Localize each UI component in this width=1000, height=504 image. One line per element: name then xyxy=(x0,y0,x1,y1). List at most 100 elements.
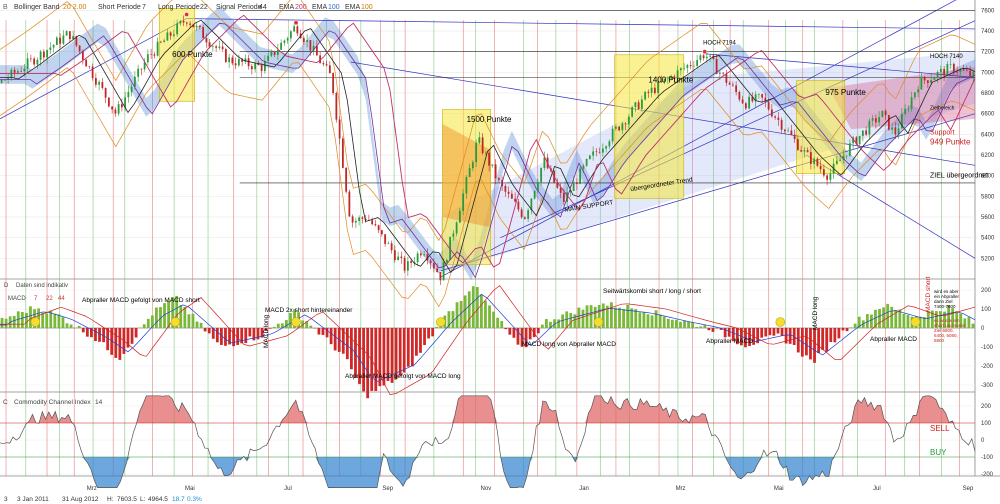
candle-body xyxy=(234,63,237,66)
macd-bar xyxy=(252,328,256,341)
macd-bar xyxy=(248,328,252,337)
candle-body xyxy=(712,55,715,60)
candle-body xyxy=(250,66,253,70)
macd-bar xyxy=(512,328,516,338)
annotation-line: short und somit xyxy=(934,323,966,328)
macd-bar xyxy=(179,305,183,328)
signal-value: 44 xyxy=(259,4,267,11)
candle-body xyxy=(364,218,367,221)
candle-body xyxy=(52,44,55,48)
candle-body xyxy=(601,148,604,153)
price-annotation: 949 Punkte xyxy=(930,138,971,147)
macd-param-1: 7 xyxy=(34,296,38,302)
macd-bar xyxy=(870,314,873,328)
candle-body xyxy=(351,216,354,223)
macd-bar xyxy=(358,328,361,385)
macd-bar xyxy=(715,328,719,329)
candle-body xyxy=(13,69,16,73)
macd-bar xyxy=(215,328,219,343)
ema2-label: EMA xyxy=(312,4,328,11)
macd-bar xyxy=(289,313,292,328)
candle-body xyxy=(436,268,439,273)
macd-bar xyxy=(386,328,390,381)
candle-body xyxy=(325,64,328,66)
ema2-value: 100 xyxy=(328,4,340,11)
status-high-label: H: xyxy=(107,496,114,503)
candle-body xyxy=(722,72,725,74)
candle-body xyxy=(273,51,276,55)
candle-body xyxy=(598,152,601,153)
macd-bar xyxy=(496,317,500,328)
macd-bar xyxy=(577,307,581,328)
macd-bar xyxy=(565,311,569,328)
macd-bar xyxy=(471,286,475,328)
candle-body xyxy=(783,129,786,132)
macd-bar xyxy=(150,315,154,328)
trend-line xyxy=(186,18,976,30)
macd-bar xyxy=(305,321,309,328)
candle-body xyxy=(497,178,500,180)
macd-bar xyxy=(788,328,792,344)
candle-body xyxy=(72,36,75,40)
candle-body xyxy=(540,167,543,183)
candle-body xyxy=(390,243,393,251)
candle-body xyxy=(777,117,780,120)
macd-bar xyxy=(821,328,825,350)
macd-bar xyxy=(390,328,394,383)
annotation-box xyxy=(614,54,685,199)
macd-bar xyxy=(805,328,808,356)
macd-bar xyxy=(224,328,227,346)
candle-body xyxy=(211,46,214,47)
x-tick-label: Mai xyxy=(774,486,784,492)
x-tick-label: Jul xyxy=(873,486,881,492)
candle-body xyxy=(878,117,881,123)
annotation-line: 5800 xyxy=(934,338,945,343)
macd-bar xyxy=(142,324,146,328)
macd-bar xyxy=(480,294,483,328)
header-legend: B Bollinger Band 20 2.00 Short Periode 7… xyxy=(3,4,373,11)
price-annotation: 1500 Punkte xyxy=(467,115,512,124)
candle-body xyxy=(585,158,588,166)
macd-bar xyxy=(138,327,142,329)
macd-cross-marker xyxy=(593,317,604,327)
macd-bar xyxy=(589,305,593,328)
macd-legend: D Daten sind indikativ MACD 7 22 44 xyxy=(4,283,68,302)
macd-bar xyxy=(329,328,333,345)
candle-body xyxy=(523,217,526,219)
candle-body xyxy=(803,150,806,152)
candle-body xyxy=(530,198,533,211)
macd-bar xyxy=(874,309,877,328)
candle-body xyxy=(728,82,731,85)
candle-body xyxy=(146,54,149,63)
macd-bar xyxy=(597,304,601,328)
price-annotation: 975 Punkte xyxy=(825,88,866,97)
candle-body xyxy=(36,59,39,65)
macd-bar xyxy=(366,328,370,399)
ema-200 xyxy=(0,14,976,268)
macd-bar xyxy=(45,313,49,328)
macd-bar xyxy=(731,328,735,342)
macd-bar xyxy=(475,287,479,328)
candle-body xyxy=(871,118,874,121)
candle-body xyxy=(839,159,842,161)
candle-body xyxy=(614,126,617,129)
macd-bar xyxy=(504,328,508,330)
macd-bar xyxy=(825,328,829,352)
macd-signal-line xyxy=(0,285,976,395)
candle-body xyxy=(182,21,185,23)
price-series xyxy=(0,0,976,308)
macd-bar xyxy=(447,311,451,328)
macd-bar xyxy=(650,315,654,328)
macd-bar xyxy=(691,322,695,328)
cci-legend: C Commodity Channel Index 14 xyxy=(3,399,103,406)
candle-body xyxy=(718,72,721,74)
macd-bar xyxy=(687,321,690,328)
candle-body xyxy=(484,152,487,154)
candle-body xyxy=(458,210,461,223)
macd-bar xyxy=(943,311,946,328)
macd-bar xyxy=(886,303,890,328)
candle-body xyxy=(527,210,530,219)
macd-name: MACD xyxy=(8,296,26,302)
candle-body xyxy=(709,55,712,57)
cci-series xyxy=(0,395,976,489)
